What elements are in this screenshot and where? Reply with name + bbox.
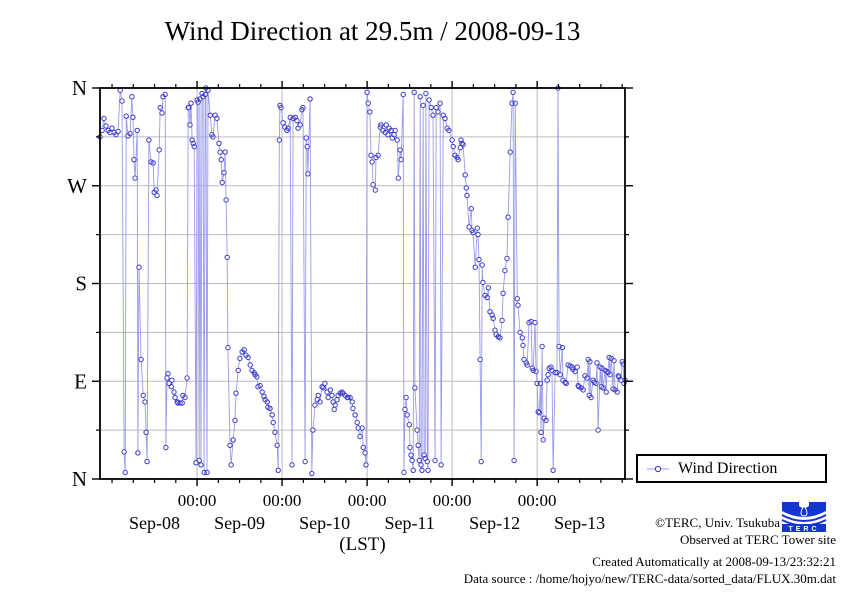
chart-title: Wind Direction at 29.5m / 2008-09-13 (164, 16, 581, 46)
y-tick-label: W (67, 174, 87, 198)
day-label: Sep-08 (129, 513, 180, 533)
day-label: Sep-09 (214, 513, 265, 533)
xaxis-unit-label: (LST) (339, 534, 386, 555)
day-label: Sep-12 (469, 513, 520, 533)
data-point-markers (97, 85, 628, 477)
y-tick-label: N (72, 467, 87, 491)
x-tick-label: 00:00 (178, 491, 217, 510)
terc-logo: TERC (781, 502, 827, 533)
footer-datasource: Data source : /home/hojyo/new/TERC-data/… (463, 571, 836, 586)
y-tick-label: N (72, 76, 87, 100)
day-label: Sep-10 (299, 513, 350, 533)
terc-logo-text: TERC (788, 526, 819, 533)
x-tick-label: 00:00 (433, 491, 472, 510)
y-tick-label: E (74, 369, 87, 393)
day-label: Sep-13 (554, 513, 605, 533)
x-tick-label: 00:00 (348, 491, 387, 510)
footer-copyright: ©TERC, Univ. Tsukuba (655, 515, 780, 530)
data-series-line (99, 87, 626, 474)
legend: Wind Direction (636, 454, 827, 483)
legend-sample-marker (647, 465, 669, 472)
footer-observed: Observed at TERC Tower site (679, 532, 836, 547)
legend-label: Wind Direction (678, 459, 778, 477)
x-tick-label: 00:00 (518, 491, 557, 510)
y-tick-label: S (75, 272, 87, 296)
x-tick-label: 00:00 (263, 491, 302, 510)
day-label: Sep-11 (384, 513, 434, 533)
footer-created: Created Automatically at 2008-09-13/23:3… (592, 554, 836, 569)
